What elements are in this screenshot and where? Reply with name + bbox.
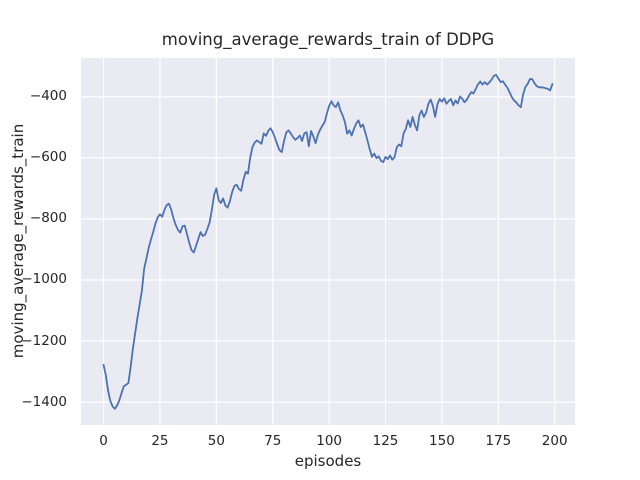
y-tick-label: −1400 xyxy=(21,393,67,410)
x-tick-label: 25 xyxy=(151,433,169,449)
y-tick-label: −600 xyxy=(29,149,67,166)
x-tick-label: 125 xyxy=(372,433,399,449)
y-tick-label: −400 xyxy=(29,88,67,105)
x-tick-label: 100 xyxy=(316,433,343,449)
x-tick-label: 200 xyxy=(541,433,568,449)
y-tick-label: −800 xyxy=(29,210,67,227)
x-tick-label: 150 xyxy=(429,433,455,449)
y-tick-label: −1000 xyxy=(21,271,67,288)
x-tick-label: 0 xyxy=(99,433,108,449)
series-line xyxy=(102,73,554,410)
line-chart-canvas xyxy=(81,58,575,425)
x-tick-label: 175 xyxy=(485,433,512,449)
plot-area xyxy=(81,58,575,425)
chart-title: moving_average_rewards_train of DDPG xyxy=(161,30,495,49)
y-tick-label: −1200 xyxy=(21,332,67,349)
x-axis-label: episodes xyxy=(294,452,362,470)
x-tick-label: 50 xyxy=(207,433,225,449)
x-tick-label: 75 xyxy=(264,433,282,449)
